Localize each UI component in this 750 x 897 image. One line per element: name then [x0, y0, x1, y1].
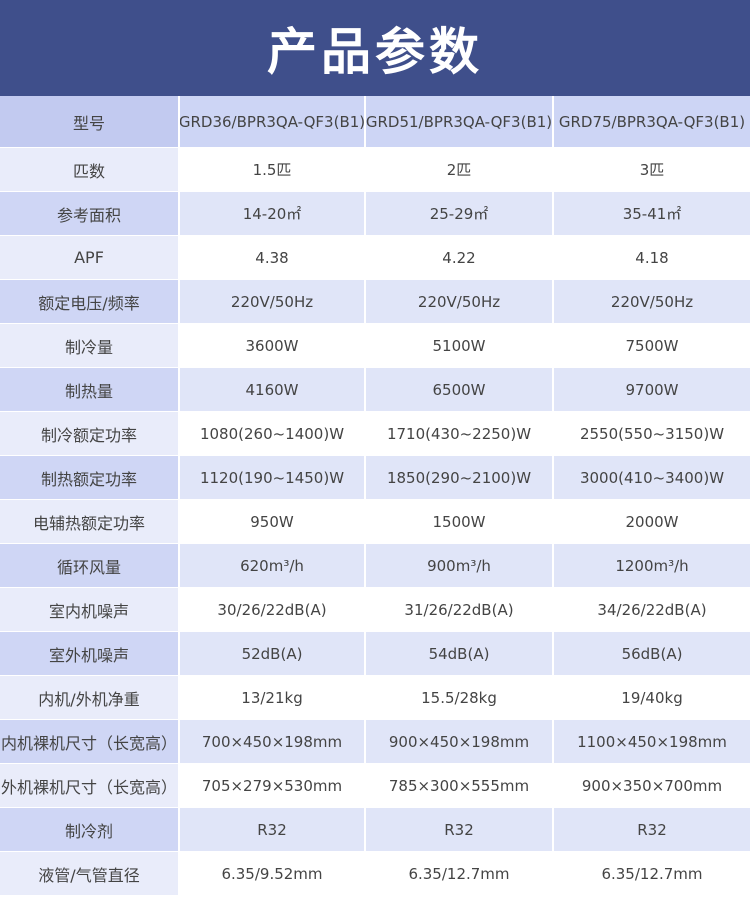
row-value: 1710(430~2250)W [366, 412, 554, 456]
row-value: 35-41㎡ [554, 192, 750, 236]
row-value: 14-20㎡ [180, 192, 366, 236]
row-value: 3600W [180, 324, 366, 368]
model-header: GRD51/BPR3QA-QF3(B1) [366, 96, 554, 148]
header-label: 型号 [0, 96, 180, 148]
row-value: 4160W [180, 368, 366, 412]
row-value: 900×450×198mm [366, 720, 554, 764]
row-value: 6.35/12.7mm [554, 852, 750, 896]
row-value: 785×300×555mm [366, 764, 554, 808]
row-label: 匹数 [0, 148, 180, 192]
row-value: 52dB(A) [180, 632, 366, 676]
row-value: 13/21kg [180, 676, 366, 720]
row-label: 制冷剂 [0, 808, 180, 852]
row-value: 54dB(A) [366, 632, 554, 676]
row-value: 30/26/22dB(A) [180, 588, 366, 632]
row-label: 参考面积 [0, 192, 180, 236]
row-value: R32 [366, 808, 554, 852]
row-label: 内机裸机尺寸（长宽高） [0, 720, 180, 764]
row-value: 220V/50Hz [366, 280, 554, 324]
row-value: 56dB(A) [554, 632, 750, 676]
row-value: 15.5/28kg [366, 676, 554, 720]
row-value: 220V/50Hz [180, 280, 366, 324]
row-label: 室外机噪声 [0, 632, 180, 676]
row-value: 31/26/22dB(A) [366, 588, 554, 632]
row-value: 25-29㎡ [366, 192, 554, 236]
row-label: 制热额定功率 [0, 456, 180, 500]
row-value: 34/26/22dB(A) [554, 588, 750, 632]
row-value: 950W [180, 500, 366, 544]
row-value: 1500W [366, 500, 554, 544]
row-value: 3000(410~3400)W [554, 456, 750, 500]
row-value: 1200m³/h [554, 544, 750, 588]
page-title: 产品参数 [267, 23, 483, 81]
row-label: 制热量 [0, 368, 180, 412]
row-value: R32 [554, 808, 750, 852]
row-value: 4.38 [180, 236, 366, 280]
row-value: 1100×450×198mm [554, 720, 750, 764]
row-value: 1.5匹 [180, 148, 366, 192]
row-value: 220V/50Hz [554, 280, 750, 324]
row-value: 4.18 [554, 236, 750, 280]
row-value: 1850(290~2100)W [366, 456, 554, 500]
row-label: 额定电压/频率 [0, 280, 180, 324]
row-label: 制冷额定功率 [0, 412, 180, 456]
row-label: 制冷量 [0, 324, 180, 368]
row-value: 1120(190~1450)W [180, 456, 366, 500]
model-header: GRD36/BPR3QA-QF3(B1) [180, 96, 366, 148]
row-value: 7500W [554, 324, 750, 368]
row-value: 5100W [366, 324, 554, 368]
row-label: 室内机噪声 [0, 588, 180, 632]
row-value: 4.22 [366, 236, 554, 280]
row-value: 9700W [554, 368, 750, 412]
row-value: 700×450×198mm [180, 720, 366, 764]
row-value: 6.35/9.52mm [180, 852, 366, 896]
row-value: 6.35/12.7mm [366, 852, 554, 896]
row-value: 3匹 [554, 148, 750, 192]
row-value: 1080(260~1400)W [180, 412, 366, 456]
row-value: 900×350×700mm [554, 764, 750, 808]
row-value: 620m³/h [180, 544, 366, 588]
row-label: 液管/气管直径 [0, 852, 180, 896]
row-value: 705×279×530mm [180, 764, 366, 808]
row-label: 外机裸机尺寸（长宽高） [0, 764, 180, 808]
row-label: 电辅热额定功率 [0, 500, 180, 544]
row-value: 2000W [554, 500, 750, 544]
row-value: 6500W [366, 368, 554, 412]
row-value: 2匹 [366, 148, 554, 192]
spec-table: 型号 GRD36/BPR3QA-QF3(B1) GRD51/BPR3QA-QF3… [0, 96, 750, 896]
page-header: 产品参数 [0, 0, 750, 96]
row-label: 内机/外机净重 [0, 676, 180, 720]
row-value: 2550(550~3150)W [554, 412, 750, 456]
row-label: APF [0, 236, 180, 280]
row-value: 900m³/h [366, 544, 554, 588]
model-header: GRD75/BPR3QA-QF3(B1) [554, 96, 750, 148]
row-value: R32 [180, 808, 366, 852]
row-value: 19/40kg [554, 676, 750, 720]
row-label: 循环风量 [0, 544, 180, 588]
